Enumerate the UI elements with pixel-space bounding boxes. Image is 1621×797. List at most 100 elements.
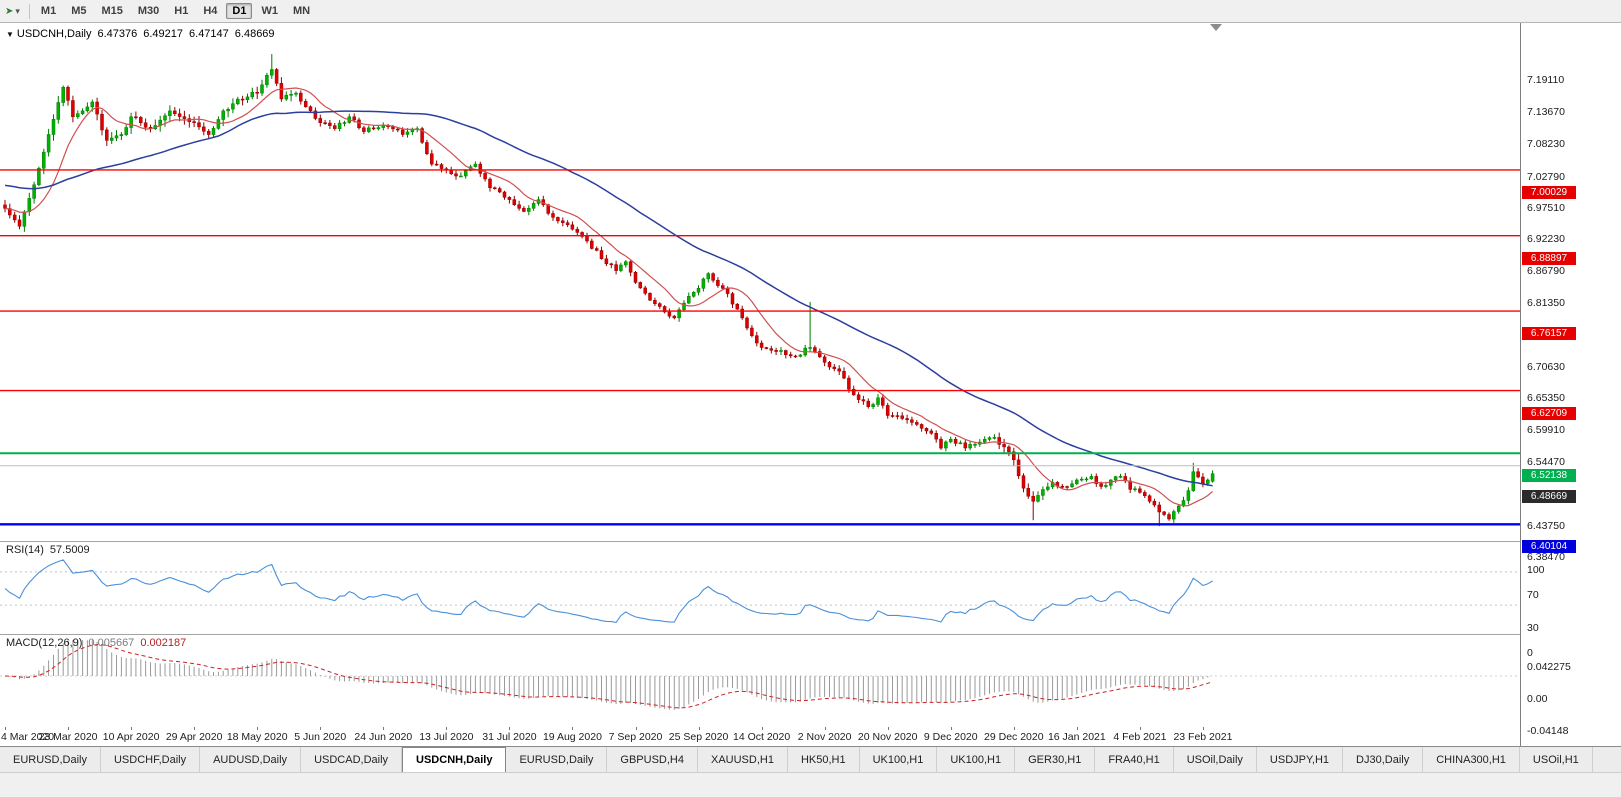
macd-axis-label: 0.042275 bbox=[1527, 660, 1571, 673]
chart-tab-dj30-daily[interactable]: DJ30,Daily bbox=[1343, 747, 1424, 772]
date-label: 25 Sep 2020 bbox=[668, 731, 729, 743]
timeframe-button-m1[interactable]: M1 bbox=[40, 5, 57, 17]
price-axis-label: 6.70630 bbox=[1527, 360, 1565, 373]
macd-histogram bbox=[9, 640, 1214, 710]
panel-splitter-macd[interactable] bbox=[0, 634, 1621, 635]
timeframe-button-d1[interactable]: D1 bbox=[226, 3, 253, 19]
time-tick bbox=[68, 727, 70, 730]
timeframe-button-m15[interactable]: M15 bbox=[101, 5, 123, 17]
price-axis-label: 7.08230 bbox=[1527, 138, 1565, 151]
price-axis-label: 6.43750 bbox=[1527, 519, 1565, 532]
time-tick bbox=[1076, 727, 1078, 730]
date-label: 20 Nov 2020 bbox=[857, 731, 918, 743]
time-tick bbox=[761, 727, 763, 730]
ma-fast-line bbox=[4, 87, 1213, 507]
chart-tab-china300-h1[interactable]: CHINA300,H1 bbox=[1423, 747, 1520, 772]
price-badge: 6.52138 bbox=[1522, 469, 1576, 483]
chart-tab-hk50-h1[interactable]: HK50,H1 bbox=[788, 747, 860, 772]
date-label: 31 Jul 2020 bbox=[482, 731, 537, 743]
time-tick bbox=[131, 727, 133, 730]
chart-tab-eurusd-daily[interactable]: EURUSD,Daily bbox=[0, 747, 101, 772]
chart-tab-usdcad-daily[interactable]: USDCAD,Daily bbox=[301, 747, 403, 772]
time-scale[interactable]: 4 Mar 2020 23 Mar 2020 10 Apr 2020 29 Apr 2… bbox=[0, 727, 1520, 746]
price-badge: 6.76157 bbox=[1522, 327, 1576, 341]
timeframe-toolbar: ➤ ▾ M1 M5 M15 M30 H1 H4 D1 W1 MN bbox=[0, 0, 1621, 23]
date-label: 7 Sep 2020 bbox=[608, 731, 663, 743]
chart-shift-arrow-icon[interactable]: ➤ bbox=[5, 5, 14, 17]
price-badge: 6.48669 bbox=[1522, 489, 1576, 503]
date-label: 29 Apr 2020 bbox=[165, 731, 223, 743]
rsi-axis-label: 100 bbox=[1527, 564, 1545, 576]
timeframe-button-mn[interactable]: MN bbox=[292, 5, 311, 17]
date-label: 23 Feb 2021 bbox=[1173, 731, 1233, 743]
chart-tab-ger30-h1[interactable]: GER30,H1 bbox=[1015, 747, 1096, 772]
chart-plot-area[interactable] bbox=[0, 24, 1520, 727]
price-axis-label: 6.81350 bbox=[1527, 297, 1565, 310]
ma-slow-line bbox=[4, 110, 1213, 487]
price-badge: 6.62709 bbox=[1522, 406, 1576, 420]
rsi-axis-label: 70 bbox=[1527, 588, 1539, 601]
timeframe-button-m30[interactable]: M30 bbox=[137, 5, 160, 17]
date-label: 24 Jun 2020 bbox=[354, 731, 413, 743]
price-axis-label: 6.54470 bbox=[1527, 456, 1565, 469]
chart-tab-xauusd-h1[interactable]: XAUUSD,H1 bbox=[698, 747, 788, 772]
timeframe-button-h1[interactable]: H1 bbox=[174, 5, 189, 17]
price-badge: 6.88897 bbox=[1522, 251, 1576, 265]
macd-main-value: 0.005667 bbox=[88, 637, 135, 649]
time-tick bbox=[950, 727, 952, 730]
expander-icon[interactable]: ▼ bbox=[6, 30, 14, 39]
timeframe-buttons: M1 M5 M15 M30 H1 H4 D1 W1 MN bbox=[35, 3, 316, 19]
date-label: 4 Feb 2021 bbox=[1113, 731, 1167, 743]
time-tick bbox=[635, 727, 637, 730]
date-label: 9 Dec 2020 bbox=[923, 731, 978, 743]
chart-tab-uk100-h1[interactable]: UK100,H1 bbox=[937, 747, 1016, 772]
date-label: 5 Jun 2020 bbox=[294, 731, 347, 743]
date-label: 13 Jul 2020 bbox=[419, 731, 474, 743]
price-axis-label: 7.19110 bbox=[1527, 74, 1565, 86]
caret-down-icon[interactable]: ▾ bbox=[15, 5, 20, 16]
time-tick bbox=[824, 727, 826, 730]
chart-tab-gbpusd-h4[interactable]: GBPUSD,H4 bbox=[607, 747, 698, 772]
date-label: 23 Mar 2020 bbox=[38, 731, 98, 743]
rsi-name: RSI(14) bbox=[6, 544, 44, 556]
chart-bottom-border bbox=[0, 746, 1621, 747]
time-tick bbox=[194, 727, 196, 730]
price-axis-label: 6.38470 bbox=[1527, 551, 1565, 563]
time-tick bbox=[446, 727, 448, 730]
timeframe-button-h4[interactable]: H4 bbox=[203, 5, 218, 17]
price-scale[interactable]: 7.19110 7.13670 7.08230 7.02790 6.97510 6.922… bbox=[1520, 23, 1621, 746]
candles bbox=[3, 54, 1215, 527]
open-value: 6.47376 bbox=[97, 28, 138, 40]
macd-axis-label: -0.04148 bbox=[1527, 724, 1569, 737]
price-axis-label: 6.59910 bbox=[1527, 424, 1565, 437]
rsi-levels bbox=[0, 571, 1520, 606]
toolbar-separator bbox=[28, 3, 30, 19]
status-bar bbox=[0, 772, 1621, 797]
time-tick bbox=[1013, 727, 1015, 730]
date-label: 10 Apr 2020 bbox=[102, 731, 160, 743]
price-axis-label: 7.13670 bbox=[1527, 106, 1565, 119]
timeframe-button-m5[interactable]: M5 bbox=[71, 5, 87, 17]
chart-tab-audusd-daily[interactable]: AUDUSD,Daily bbox=[200, 747, 302, 772]
chart-tab-usoil-h1[interactable]: USOil,H1 bbox=[1520, 747, 1593, 772]
chart-tab-usdjpy-h1[interactable]: USDJPY,H1 bbox=[1257, 747, 1344, 772]
chart-tab-fra40-h1[interactable]: FRA40,H1 bbox=[1095, 747, 1174, 772]
timeframe-button-w1[interactable]: W1 bbox=[261, 5, 278, 17]
chart-tab-usoil-daily[interactable]: USOil,Daily bbox=[1174, 747, 1257, 772]
symbol-name: USDCNH,Daily bbox=[16, 28, 92, 40]
date-label: 4 Mar 2020 bbox=[1, 731, 55, 743]
chart-tab-usdcnh-daily[interactable]: USDCNH,Daily bbox=[402, 747, 507, 772]
date-label: 14 Oct 2020 bbox=[732, 731, 791, 743]
price-axis-label: 6.97510 bbox=[1527, 201, 1565, 214]
time-tick bbox=[509, 727, 511, 730]
chart-tab-uk100-h1[interactable]: UK100,H1 bbox=[860, 747, 938, 772]
panel-splitter-rsi[interactable] bbox=[0, 541, 1621, 542]
time-tick bbox=[5, 727, 6, 730]
rsi-value: 57.5009 bbox=[49, 544, 90, 556]
chart-tab-usdchf-daily[interactable]: USDCHF,Daily bbox=[101, 747, 201, 772]
rsi-indicator-label: RSI(14) 57.5009 bbox=[6, 544, 90, 556]
time-tick bbox=[320, 727, 322, 730]
time-tick bbox=[257, 727, 259, 730]
chart-tab-eurusd-daily[interactable]: EURUSD,Daily bbox=[506, 747, 608, 772]
